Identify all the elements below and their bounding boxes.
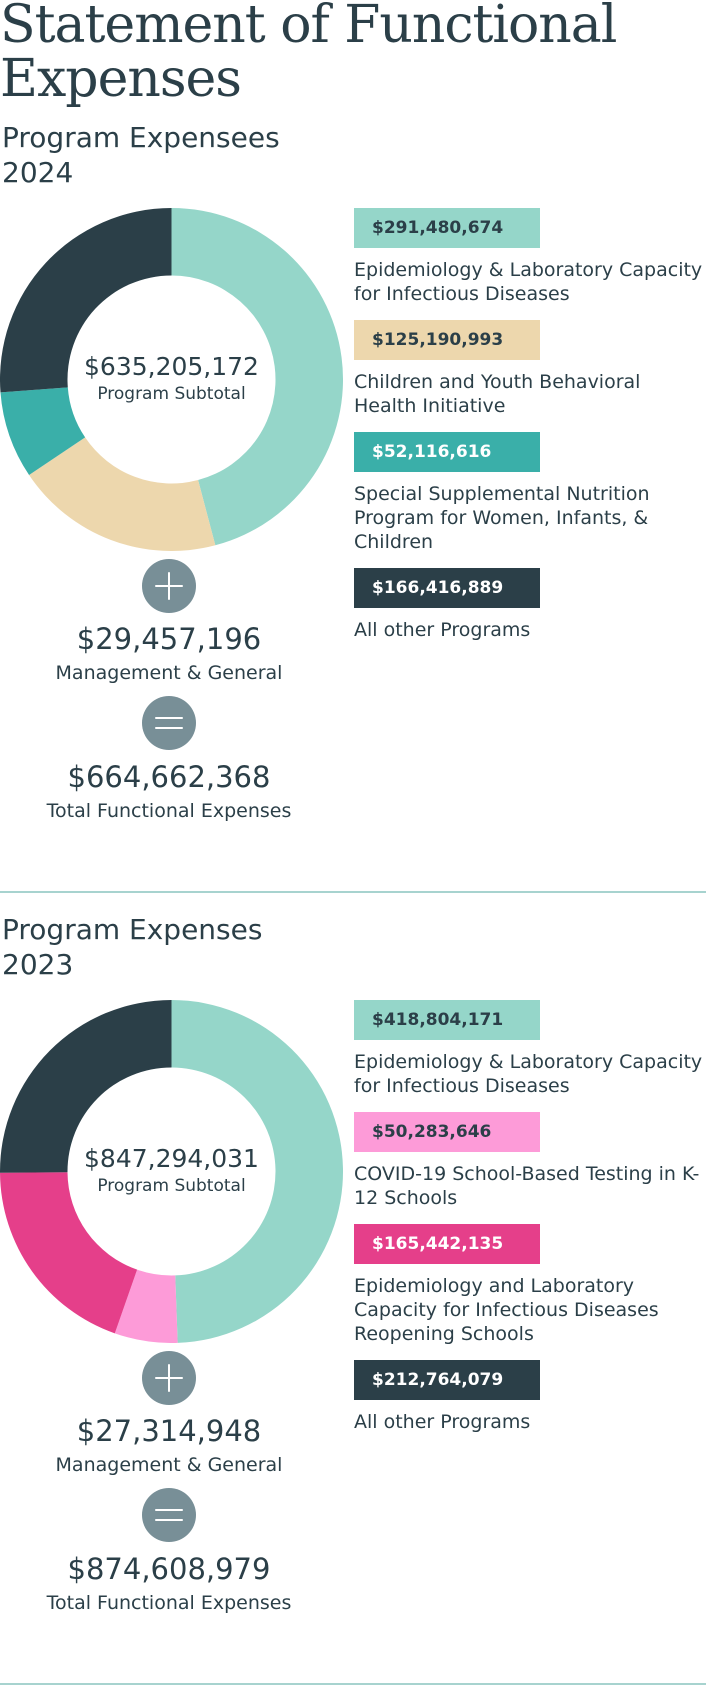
legend-value-badge: $50,283,646 (354, 1112, 540, 1152)
donut-slice-3 (0, 1172, 138, 1334)
plus-icon (142, 1351, 196, 1405)
plus-icon (142, 559, 196, 613)
donut-slice-3 (0, 387, 86, 476)
legend-label: Epidemiology & Laboratory Capacity for I… (354, 1051, 703, 1097)
management-label: Management & General (55, 1454, 283, 1476)
section-title-year: 2024 (2, 156, 74, 189)
total-label: Total Functional Expenses (46, 1592, 292, 1614)
legend-label: COVID-19 School-Based Testing in K-12 Sc… (354, 1163, 700, 1209)
legend-value-badge: $212,764,079 (354, 1360, 540, 1400)
management-amount: $29,457,196 (76, 622, 262, 656)
section-title-year: 2023 (2, 948, 74, 981)
total-amount: $664,662,368 (67, 760, 271, 794)
total-amount: $874,608,979 (67, 1552, 271, 1586)
donut-slice-1 (171, 1000, 343, 1343)
section-divider (0, 891, 706, 893)
donut-chart (0, 208, 343, 551)
legend-value-badge: $291,480,674 (354, 208, 540, 248)
section-title-line1: Program Expensees (2, 121, 280, 154)
program-subtotal-label: Program Subtotal (97, 384, 246, 404)
donut-slice-1 (171, 208, 343, 546)
legend-label: Epidemiology and Laboratory Capacity for… (354, 1275, 659, 1345)
equals-icon (142, 696, 196, 750)
legend-label: Special Supplemental Nutrition Program f… (354, 483, 650, 553)
legend-label: Children and Youth Behavioral Health Ini… (354, 371, 641, 417)
donut-chart (0, 1000, 343, 1343)
legend-value-badge: $125,190,993 (354, 320, 540, 360)
legend-value-badge: $166,416,889 (354, 568, 540, 608)
total-label: Total Functional Expenses (46, 800, 292, 822)
legend-value-badge: $52,116,616 (354, 432, 540, 472)
section-2024: Program Expensees 2024 $635,205,172 Prog… (0, 120, 706, 822)
page-title: Statement of Functional Expenses (0, 0, 617, 109)
section-title-line1: Program Expenses (2, 913, 263, 946)
section-title: Program Expenses 2023 (2, 912, 262, 982)
legend-value-badge: $165,442,135 (354, 1224, 540, 1264)
donut-slice-4 (0, 208, 172, 393)
donut-slice-2 (114, 1269, 178, 1343)
management-amount: $27,314,948 (76, 1414, 262, 1448)
program-subtotal-label: Program Subtotal (97, 1176, 246, 1196)
donut-slice-2 (29, 437, 216, 551)
legend-value-badge: $418,804,171 (354, 1000, 540, 1040)
section-2023: Program Expenses 2023 $847,294,031 Progr… (0, 912, 706, 1614)
donut-slice-4 (0, 1000, 172, 1173)
legend-label: All other Programs (354, 619, 531, 641)
program-subtotal-amount: $847,294,031 (84, 1144, 259, 1173)
legend-label: All other Programs (354, 1411, 531, 1433)
section-title: Program Expensees 2024 (2, 120, 280, 190)
equals-icon (142, 1488, 196, 1542)
section-divider (0, 1683, 706, 1685)
legend-label: Epidemiology & Laboratory Capacity for I… (354, 259, 703, 305)
management-label: Management & General (55, 662, 283, 684)
program-subtotal-amount: $635,205,172 (84, 352, 259, 381)
